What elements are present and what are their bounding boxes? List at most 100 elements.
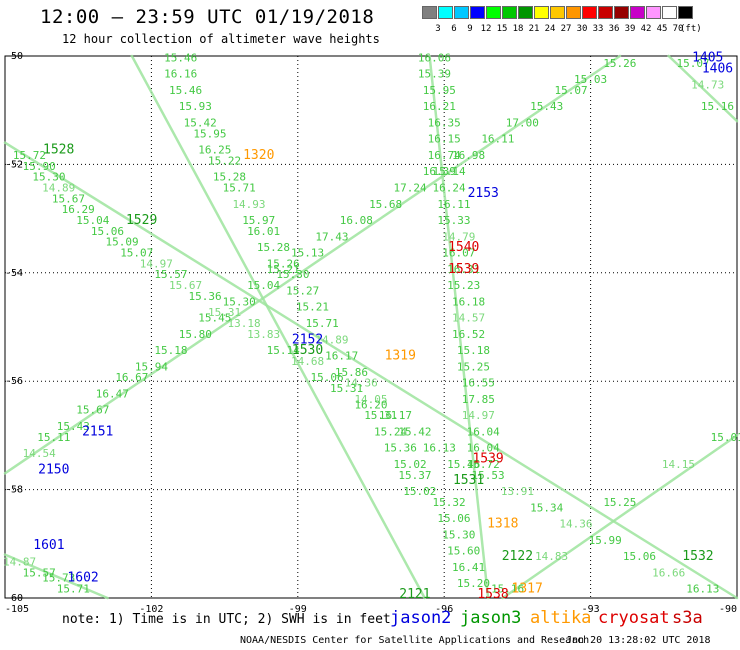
- legend-swatch: [614, 6, 629, 19]
- satellite-label-altika: altika: [530, 608, 592, 628]
- wave-height-value: 15.34: [530, 501, 563, 514]
- wave-height-value: 16.20: [354, 398, 387, 411]
- pass-time-label: 2152: [292, 332, 323, 347]
- wave-height-value: 15.36: [189, 290, 222, 303]
- plot-frame: [4, 55, 738, 599]
- track-swath: [428, 54, 490, 600]
- wave-height-value: 15.99: [589, 534, 622, 547]
- x-tick-label: -102: [139, 604, 163, 615]
- wave-height-value: 15.14: [267, 344, 300, 357]
- wave-height-value: 14.89: [315, 333, 348, 346]
- wave-height-value: 15.71: [223, 182, 256, 195]
- wave-height-value: 14.36: [345, 377, 378, 390]
- x-tick-label: -99: [289, 604, 307, 615]
- pass-time-label: 1539: [448, 262, 479, 277]
- x-tick-label: -90: [719, 604, 737, 615]
- wave-height-value: 15.14: [433, 165, 466, 178]
- wave-height-value: 15.06: [623, 550, 656, 563]
- wave-height-value: 15.94: [135, 360, 168, 373]
- wave-height-value: 15.60: [447, 545, 480, 558]
- y-tick-label: -58: [5, 485, 23, 496]
- wave-height-value: 16.04: [467, 442, 500, 455]
- wave-height-value: 16.47: [96, 387, 129, 400]
- chart-subtitle: 12 hour collection of altimeter wave hei…: [62, 32, 380, 46]
- pass-time-label: 1532: [682, 549, 713, 564]
- wave-height-value: 14.54: [23, 447, 56, 460]
- wave-height-value: 16.25: [198, 144, 231, 157]
- wave-height-value: 16.16: [164, 68, 197, 81]
- wave-height-value: 17.85: [462, 393, 495, 406]
- wave-height-value: 15.36: [384, 442, 417, 455]
- legend-tick-label: 39: [624, 24, 636, 34]
- wave-height-value: 15.21: [267, 263, 300, 276]
- track-swath: [130, 54, 426, 600]
- wave-height-value: 16.01: [247, 225, 280, 238]
- wave-height-value: 15.02: [403, 485, 436, 498]
- wave-height-value: 14.79: [442, 230, 475, 243]
- pass-time-label: 1317: [512, 582, 543, 597]
- legend-swatch: [422, 6, 437, 19]
- wave-height-value: 15.90: [23, 160, 56, 173]
- wave-height-value: 14.83: [535, 550, 568, 563]
- legend-tick-label: 18: [512, 24, 524, 34]
- legend-swatch: [662, 6, 677, 19]
- wave-height-value: 15.30: [442, 528, 475, 541]
- y-tick-label: -56: [5, 376, 23, 387]
- legend-tick-label: 3: [435, 24, 441, 34]
- wave-height-value: 14.68: [291, 355, 324, 368]
- wave-height-value: 15.07: [555, 84, 588, 97]
- legend-tick-label: 33: [592, 24, 604, 34]
- wave-height-value: 16.55: [462, 377, 495, 390]
- wave-height-value: 15.67: [76, 404, 109, 417]
- wave-height-value: 14.05: [354, 393, 387, 406]
- wave-height-value: 16.52: [452, 328, 485, 341]
- wave-height-value: 16.17: [325, 350, 358, 363]
- wave-height-value: 17.43: [315, 230, 348, 243]
- legend-swatch: [550, 6, 565, 19]
- legend-swatch: [678, 6, 693, 19]
- wave-height-value: 16.74: [428, 149, 461, 162]
- wave-height-value: 15.42: [398, 425, 431, 438]
- wave-height-value: 15.16: [491, 583, 524, 596]
- wave-height-value: 15.73: [42, 572, 75, 585]
- track-swath: [3, 54, 622, 475]
- wave-height-value: 15.31: [364, 409, 397, 422]
- legend-tick-label: 6: [451, 24, 457, 34]
- wave-height-value: 15.46: [169, 84, 202, 97]
- pass-time-label: 1531: [453, 473, 484, 488]
- wave-height-value: 15.25: [457, 360, 490, 373]
- chart-title: 12:00 – 23:59 UTC 01/19/2018: [40, 6, 375, 28]
- legend-tick-label: 42: [640, 24, 652, 34]
- pass-time-label: 2121: [399, 587, 430, 602]
- satellite-label-s3a: s3a: [672, 608, 703, 628]
- wave-height-value: 14.97: [140, 257, 173, 270]
- wave-height-value: 16.24: [433, 182, 466, 195]
- wave-height-value: 15.09: [106, 236, 139, 249]
- track-swath: [667, 54, 739, 123]
- wave-height-value: 15.42: [184, 116, 217, 129]
- legend-swatch: [534, 6, 549, 19]
- legend-swatch: [470, 6, 485, 19]
- wave-height-value: 15.07: [677, 57, 710, 70]
- pass-time-label: 1601: [33, 538, 64, 553]
- wave-height-value: 15.95: [423, 84, 456, 97]
- wave-height-value: 15.31: [208, 306, 241, 319]
- wave-height-value: 13.91: [501, 485, 534, 498]
- y-tick-label: -54: [5, 268, 23, 279]
- wave-height-value: 15.01: [711, 431, 740, 444]
- wave-height-value: 15.45: [198, 312, 231, 325]
- wave-height-value: 15.37: [398, 469, 431, 482]
- pass-time-label: 1602: [67, 571, 98, 586]
- legend-swatch: [438, 6, 453, 19]
- legend-swatch: [646, 6, 661, 19]
- pass-time-label: 1529: [126, 213, 157, 228]
- legend-tick-label: 70: [672, 24, 684, 34]
- wave-height-value: 15.30: [32, 171, 65, 184]
- satellite-label-cryosat: cryosat: [598, 608, 670, 628]
- wave-height-value: 15.80: [179, 328, 212, 341]
- wave-height-value: 16.07: [442, 247, 475, 260]
- x-tick-label: -93: [582, 604, 600, 615]
- wave-height-value: 14.36: [559, 518, 592, 531]
- wave-height-value: 16.15: [428, 133, 461, 146]
- track-swath: [3, 553, 109, 600]
